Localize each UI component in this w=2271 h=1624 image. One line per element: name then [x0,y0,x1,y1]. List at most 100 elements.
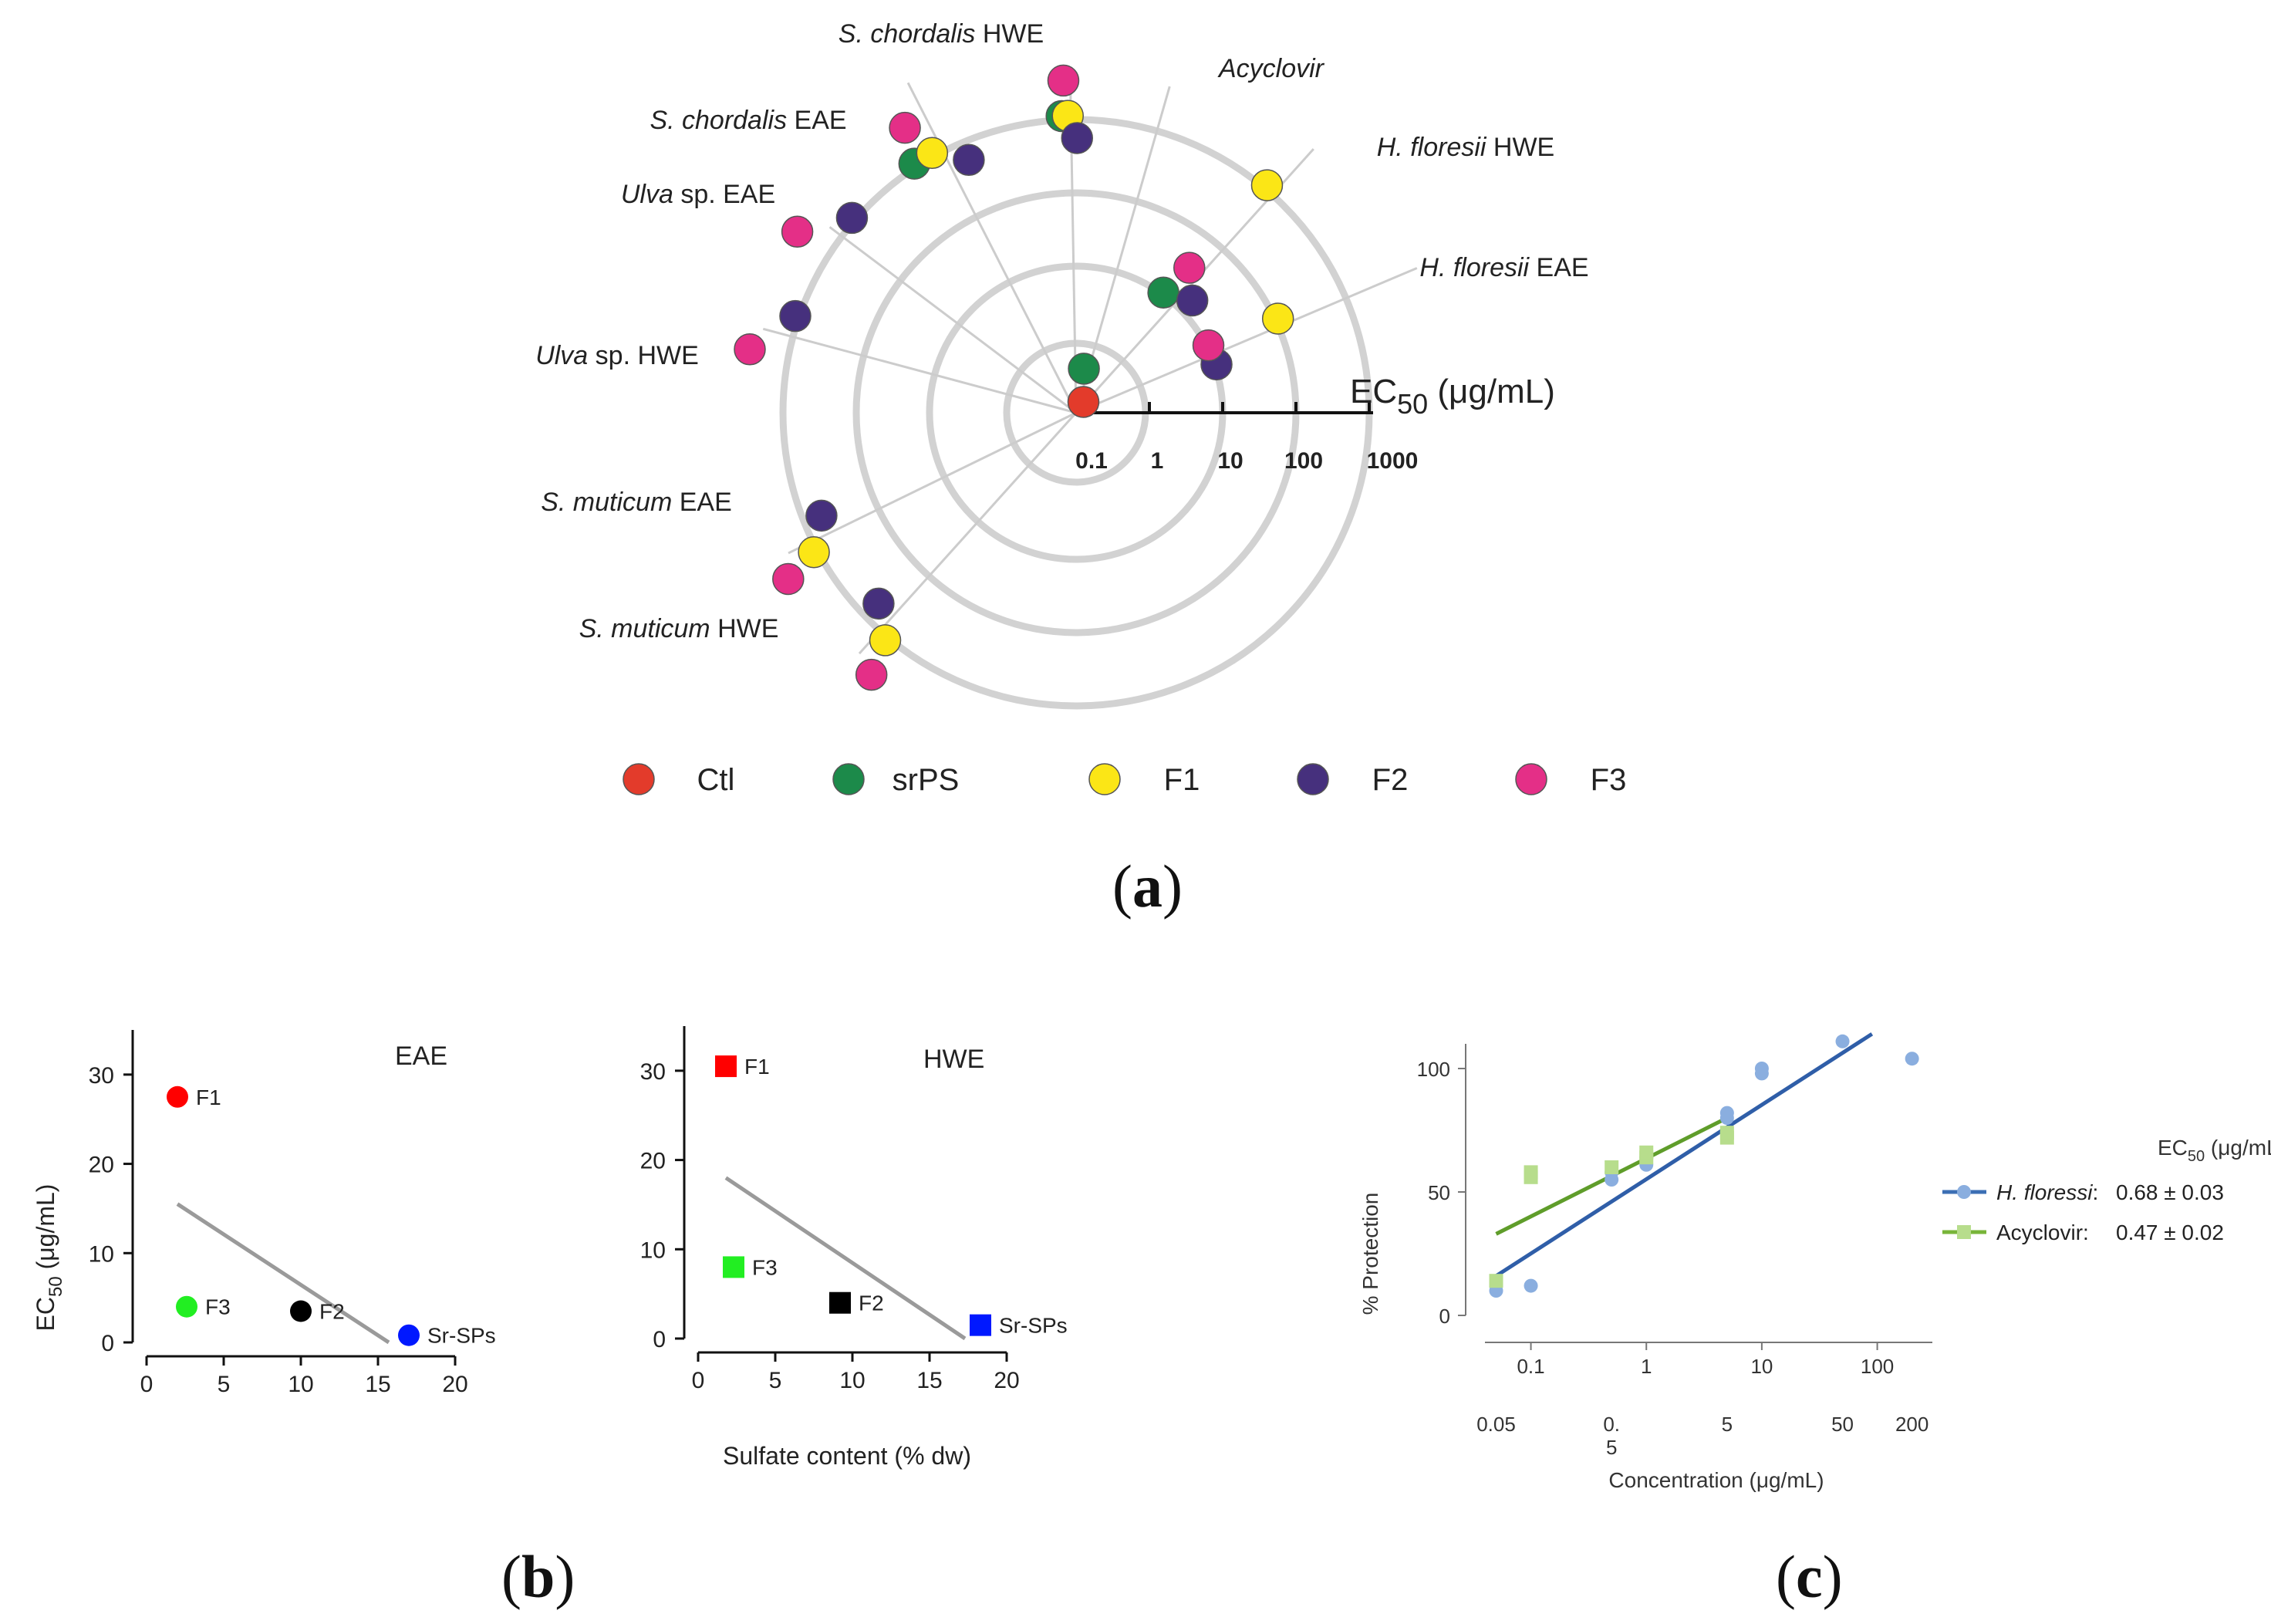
y-tick-label: 0 [101,1331,114,1356]
y-tick-label: 0 [653,1327,666,1352]
panel-label-a: (a) [1112,853,1183,920]
panel-label-b: (b) [501,1543,575,1610]
point-sr-sps [398,1324,420,1346]
c-x-tick-label-bottom: 0.05 [1476,1413,1516,1436]
b-x-axis-label: Sulfate content (% dw) [723,1442,971,1470]
point-f3-4 [1192,329,1225,362]
point-f3-5 [889,111,921,144]
point-label-sr-sps: Sr-SPs [999,1314,1068,1338]
point-f2-7 [779,299,812,333]
c-x-tick-label: 1 [1641,1355,1652,1378]
radial-tick-label: 1000 [1367,448,1419,474]
point-acyclovir [1639,1145,1654,1160]
category-label: H. floresii HWE [1377,133,1554,162]
point-h-floressi [1835,1034,1850,1048]
point-label-f2: F2 [859,1291,884,1315]
point-f1-5 [916,137,949,170]
legend-label-f3: F3 [1591,763,1627,797]
legend-label-f2: F2 [1372,763,1409,797]
category-label: Ulva sp. EAE [621,180,775,209]
spoke-8 [788,411,1077,555]
point-f3-3 [1173,252,1206,284]
point-label-f2: F2 [319,1300,345,1324]
category-label: S. muticum EAE [541,488,732,517]
point-f1 [715,1055,737,1078]
point-f3-1 [1047,64,1080,97]
category-label: Acyclovir [1217,54,1325,83]
spoke-7 [762,327,1077,414]
point-f2-8 [805,499,838,532]
c-x-tick-label-bottom: 5 [1722,1413,1733,1436]
y-tick-label: 30 [89,1063,114,1089]
category-label: S. chordalis EAE [650,106,846,135]
point-f1-8 [798,535,830,569]
point-f2-3 [1176,284,1209,317]
x-tick-label: 0 [692,1368,705,1393]
category-label: Ulva sp. HWE [535,341,699,370]
c-legend-title: EC50 (μg/mL) [2158,1136,2271,1165]
category-label: S. chordalis HWE [839,19,1044,49]
legend-marker-f2 [1297,763,1329,795]
b-y-axis-label: EC50 (μg/mL) [32,1184,66,1332]
c-y-tick-label: 100 [1417,1058,1450,1081]
point-acyclovir [1719,1126,1734,1140]
point-label-f3: F3 [752,1255,778,1279]
y-tick-label: 10 [640,1237,666,1263]
x-tick-label: 10 [839,1368,865,1393]
point-f1 [167,1085,188,1108]
legend-label-srps: srPS [893,763,960,797]
eae-title: EAE [395,1042,447,1071]
c-x-tick-label: 0.1 [1517,1355,1544,1378]
x-tick-label: 0 [140,1372,154,1397]
point-ctl-2 [1067,386,1100,418]
point-f2 [290,1300,312,1322]
point-srps-3 [1147,276,1179,309]
c-legend-marker [1957,1225,1971,1239]
panel-a-radial-chart: 0.1 1 10 100 1000 S. chordalis HWE Acyclovir H… [535,19,1626,797]
trend-line [724,1176,967,1341]
point-label-f1: F1 [744,1055,770,1079]
point-label-f3: F3 [205,1295,231,1319]
c-x-tick-label: 10 [1750,1355,1773,1378]
point-f3 [176,1295,197,1318]
y-tick-label: 20 [89,1153,114,1178]
radial-axis-title: EC50 (μg/mL) [1350,373,1555,420]
x-tick-label: 20 [442,1372,467,1397]
panel-label-c: (c) [1776,1543,1843,1610]
y-tick-label: 10 [89,1241,114,1267]
c-legend-value: 0.47 ± 0.02 [2116,1221,2224,1244]
spoke-6 [828,226,1077,414]
point-f1-3 [1250,169,1284,201]
legend-marker-f3 [1515,763,1547,795]
radial-tick-label: 1 [1151,448,1164,474]
y-tick-label: 30 [640,1059,666,1085]
radial-tick-label: 10 [1217,448,1243,474]
x-tick-label: 5 [218,1372,231,1397]
legend-label-ctl: Ctl [697,763,735,797]
x-tick-label: 15 [365,1372,390,1397]
trend-line [176,1202,390,1345]
point-h-floressi [1905,1052,1919,1066]
point-f2-1 [1061,122,1093,154]
c-x-tick-label-bottom: 200 [1895,1413,1928,1436]
point-label-sr-sps: Sr-SPs [427,1324,496,1348]
legend-label-f1: F1 [1164,763,1200,797]
point-f1-9 [869,624,902,657]
legend-marker-f1 [1088,763,1121,795]
x-tick-label: 15 [916,1368,942,1393]
radial-tick-label: 100 [1284,448,1323,474]
category-label: S. muticum HWE [579,614,779,643]
c-x-tick-label-bottom: 0. [1603,1413,1620,1436]
c-legend-label: H. floressi: [1996,1180,2098,1204]
panel-b-scatter-charts: 0 5 10 15 20 0 10 20 30 F1 F3 F2 Sr-SPs 0 5 10 15 20 0 10 2… [32,1026,1068,1470]
point-srps-2 [1068,353,1100,385]
category-label: H. floresii EAE [1419,253,1588,282]
point-f3-9 [855,658,888,691]
radial-tick-label: 0.1 [1075,448,1108,474]
point-f2 [829,1291,851,1314]
spoke-9 [858,411,1078,655]
c-x-tick-label-bottom: 50 [1831,1413,1854,1436]
point-f2-5 [953,143,985,177]
